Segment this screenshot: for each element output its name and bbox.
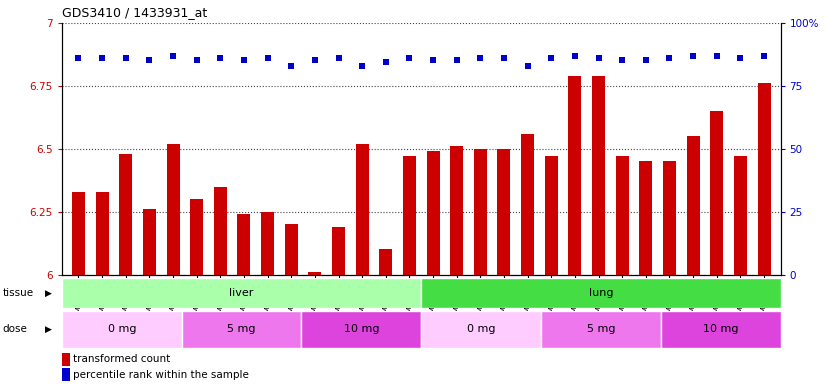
Point <box>662 55 676 61</box>
Point <box>450 56 463 63</box>
Bar <box>421 311 541 348</box>
Bar <box>686 136 700 275</box>
Text: lung: lung <box>589 288 613 298</box>
Text: 5 mg: 5 mg <box>227 324 256 334</box>
Bar <box>72 192 85 275</box>
Bar <box>521 134 534 275</box>
Bar <box>474 149 487 275</box>
Point <box>544 55 558 61</box>
Text: 10 mg: 10 mg <box>703 324 738 334</box>
Bar <box>119 154 132 275</box>
Bar <box>62 311 182 348</box>
Point <box>710 53 724 59</box>
Bar <box>541 311 661 348</box>
Bar <box>190 199 203 275</box>
Text: 0 mg: 0 mg <box>107 324 136 334</box>
Point <box>308 56 321 63</box>
Point <box>474 55 487 61</box>
Text: GDS3410 / 1433931_at: GDS3410 / 1433931_at <box>62 6 207 19</box>
Bar <box>261 212 274 275</box>
Point <box>214 55 227 61</box>
Text: dose: dose <box>2 324 27 334</box>
Point <box>285 63 298 69</box>
Bar <box>497 149 510 275</box>
Text: 5 mg: 5 mg <box>586 324 615 334</box>
Bar <box>62 368 70 381</box>
Bar <box>592 76 605 275</box>
Text: transformed count: transformed count <box>74 354 171 364</box>
Point <box>521 63 534 69</box>
Bar <box>403 156 416 275</box>
Bar <box>214 187 227 275</box>
Bar <box>663 161 676 275</box>
Text: percentile rank within the sample: percentile rank within the sample <box>74 370 249 380</box>
Bar <box>710 111 724 275</box>
Point <box>190 56 203 63</box>
Point <box>119 55 132 61</box>
Point <box>143 56 156 63</box>
Bar <box>356 144 368 275</box>
Bar <box>62 353 70 366</box>
Text: liver: liver <box>230 288 254 298</box>
Bar <box>143 209 156 275</box>
Bar <box>332 227 345 275</box>
Point <box>355 63 368 69</box>
Bar <box>96 192 109 275</box>
Bar <box>285 224 297 275</box>
Bar <box>237 214 250 275</box>
Bar <box>426 151 439 275</box>
Bar <box>615 156 629 275</box>
Point <box>167 53 180 59</box>
Bar <box>182 311 301 348</box>
Text: ▶: ▶ <box>45 325 51 334</box>
Bar <box>301 311 421 348</box>
Point <box>757 53 771 59</box>
Point <box>96 55 109 61</box>
Bar <box>545 156 558 275</box>
Bar <box>308 272 321 275</box>
Text: tissue: tissue <box>2 288 34 298</box>
Point <box>733 55 747 61</box>
Bar <box>568 76 582 275</box>
Point <box>426 56 439 63</box>
Point <box>379 59 392 65</box>
Point <box>639 56 653 63</box>
Point <box>261 55 274 61</box>
Bar <box>450 146 463 275</box>
Point <box>615 56 629 63</box>
Bar <box>733 156 747 275</box>
Text: 0 mg: 0 mg <box>467 324 496 334</box>
Bar <box>757 83 771 275</box>
Bar <box>421 278 781 308</box>
Point <box>568 53 582 59</box>
Bar <box>379 250 392 275</box>
Bar <box>167 144 179 275</box>
Bar <box>62 278 421 308</box>
Text: ▶: ▶ <box>45 288 51 298</box>
Point <box>686 53 700 59</box>
Point <box>332 55 345 61</box>
Bar <box>639 161 653 275</box>
Text: 10 mg: 10 mg <box>344 324 379 334</box>
Point <box>403 55 416 61</box>
Point <box>497 55 510 61</box>
Bar <box>661 311 781 348</box>
Point <box>72 55 85 61</box>
Point <box>237 56 250 63</box>
Point <box>592 55 605 61</box>
